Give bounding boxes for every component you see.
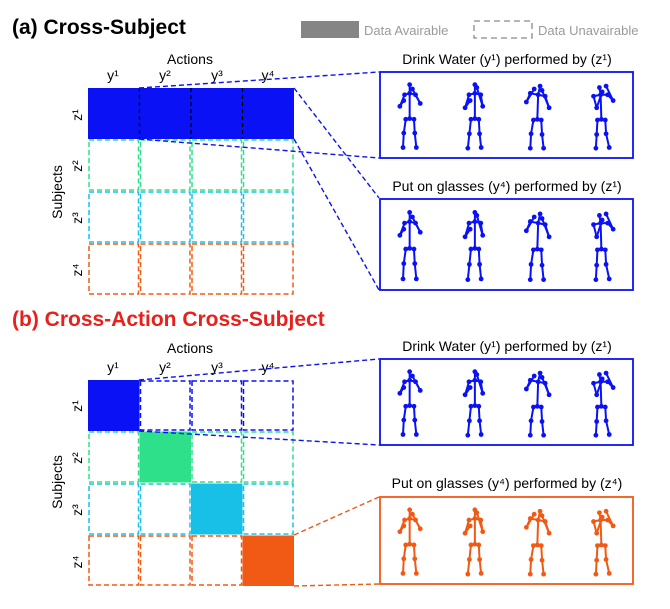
panel-a-actions-label: Actions bbox=[167, 51, 213, 67]
panel-b-frame-bottom bbox=[379, 496, 634, 585]
panel-b-action-y2: y² bbox=[159, 359, 171, 375]
legend-available-swatch bbox=[301, 21, 359, 38]
panel-b-subject-z1: z¹ bbox=[69, 400, 85, 412]
skeleton-figure bbox=[397, 369, 423, 437]
panel-a-caption-bottom: Put on glasses (y⁴) performed by (z¹) bbox=[392, 178, 621, 194]
skeleton-figure bbox=[397, 507, 423, 576]
skeleton-figure bbox=[397, 82, 423, 150]
panel-b-subjects-label: Subjects bbox=[49, 455, 65, 509]
panel-a-subject-z3: z³ bbox=[69, 212, 85, 224]
panel-a-caption-top: Drink Water (y¹) performed by (z¹) bbox=[402, 51, 612, 67]
panel-a-row-z3 bbox=[88, 191, 294, 243]
panel-b-row-z2 bbox=[88, 431, 294, 483]
panel-b-frame-top bbox=[379, 358, 634, 446]
panel-b-grid bbox=[88, 380, 294, 586]
skeleton-figure bbox=[591, 83, 616, 151]
panel-a-subject-z4: z⁴ bbox=[69, 263, 85, 276]
panel-b-connectors-bottom bbox=[293, 496, 380, 587]
skeleton-figure bbox=[523, 508, 552, 577]
panel-b-caption-bottom: Put on glasses (y⁴) performed by (z⁴) bbox=[392, 475, 623, 491]
legend: Data Avairable Data Unavairable bbox=[301, 20, 638, 39]
panel-a-grid bbox=[88, 88, 294, 295]
skeleton-figure bbox=[462, 209, 486, 283]
panel-a-frame-bottom bbox=[379, 198, 634, 291]
panel-b-cell-z4-y4 bbox=[242, 535, 294, 586]
panel-b-cell-z1-y1 bbox=[88, 380, 140, 431]
panel-a-subjects-label: Subjects bbox=[49, 165, 65, 219]
skeleton-figure bbox=[462, 507, 486, 577]
panel-a-connectors bbox=[138, 71, 380, 291]
panel-b-row-z1 bbox=[139, 380, 294, 431]
panel-a-skeletons-top bbox=[397, 82, 616, 151]
panel-b-subject-z2: z² bbox=[69, 452, 85, 464]
skeleton-figure bbox=[523, 83, 552, 151]
panel-b-action-y3: y³ bbox=[211, 359, 223, 375]
legend-unavailable-label: Data Unavairable bbox=[538, 23, 638, 38]
panel-b: (b) Cross-Action Cross-Subject Actions y… bbox=[12, 308, 634, 587]
panel-a-subject-z2: z² bbox=[69, 160, 85, 172]
skeleton-figure bbox=[462, 82, 486, 151]
panel-b-action-y4: y⁴ bbox=[261, 359, 274, 375]
legend-available-label: Data Avairable bbox=[364, 23, 448, 38]
panel-b-skeletons-bottom bbox=[397, 507, 616, 577]
panel-b-row-z4 bbox=[88, 535, 243, 586]
panel-a-action-y3: y³ bbox=[211, 67, 223, 83]
skeleton-figure bbox=[591, 370, 616, 438]
panel-a-action-y4: y⁴ bbox=[261, 67, 274, 83]
panel-a-frame-top bbox=[379, 71, 634, 159]
panel-b-subject-z4: z⁴ bbox=[69, 555, 85, 568]
panel-b-connectors-top bbox=[138, 358, 380, 446]
panel-b-subject-z3: z³ bbox=[69, 504, 85, 516]
legend-unavailable-swatch bbox=[473, 20, 533, 39]
panel-b-skeletons-top bbox=[397, 369, 616, 438]
skeleton-figure bbox=[523, 211, 552, 283]
panel-b-action-y1: y¹ bbox=[107, 359, 119, 375]
panel-b-title: (b) Cross-Action Cross-Subject bbox=[12, 308, 325, 331]
skeleton-figure bbox=[591, 508, 616, 577]
panel-b-cell-z2-y2 bbox=[139, 431, 191, 483]
panel-a-subject-z1: z¹ bbox=[69, 109, 85, 121]
skeleton-figure bbox=[397, 209, 423, 282]
panel-a-title: (a) Cross-Subject bbox=[12, 16, 186, 39]
panel-b-caption-top: Drink Water (y¹) performed by (z¹) bbox=[402, 338, 612, 354]
panel-a-row-z4 bbox=[88, 243, 294, 295]
panel-a-row-z2 bbox=[88, 139, 294, 191]
panel-b-row-z3 bbox=[88, 483, 294, 535]
panel-a-action-y1: y¹ bbox=[107, 67, 119, 83]
panel-a: (a) Cross-Subject Actions y¹ y² y³ y⁴ Su… bbox=[12, 16, 634, 295]
panel-a-skeletons-bottom bbox=[397, 209, 616, 283]
panel-a-action-y2: y² bbox=[159, 67, 171, 83]
skeleton-figure bbox=[462, 369, 486, 438]
panel-b-cell-z3-y3 bbox=[191, 483, 243, 535]
skeleton-figure bbox=[591, 211, 616, 283]
panel-b-actions-label: Actions bbox=[167, 340, 213, 356]
skeleton-figure bbox=[523, 370, 552, 438]
